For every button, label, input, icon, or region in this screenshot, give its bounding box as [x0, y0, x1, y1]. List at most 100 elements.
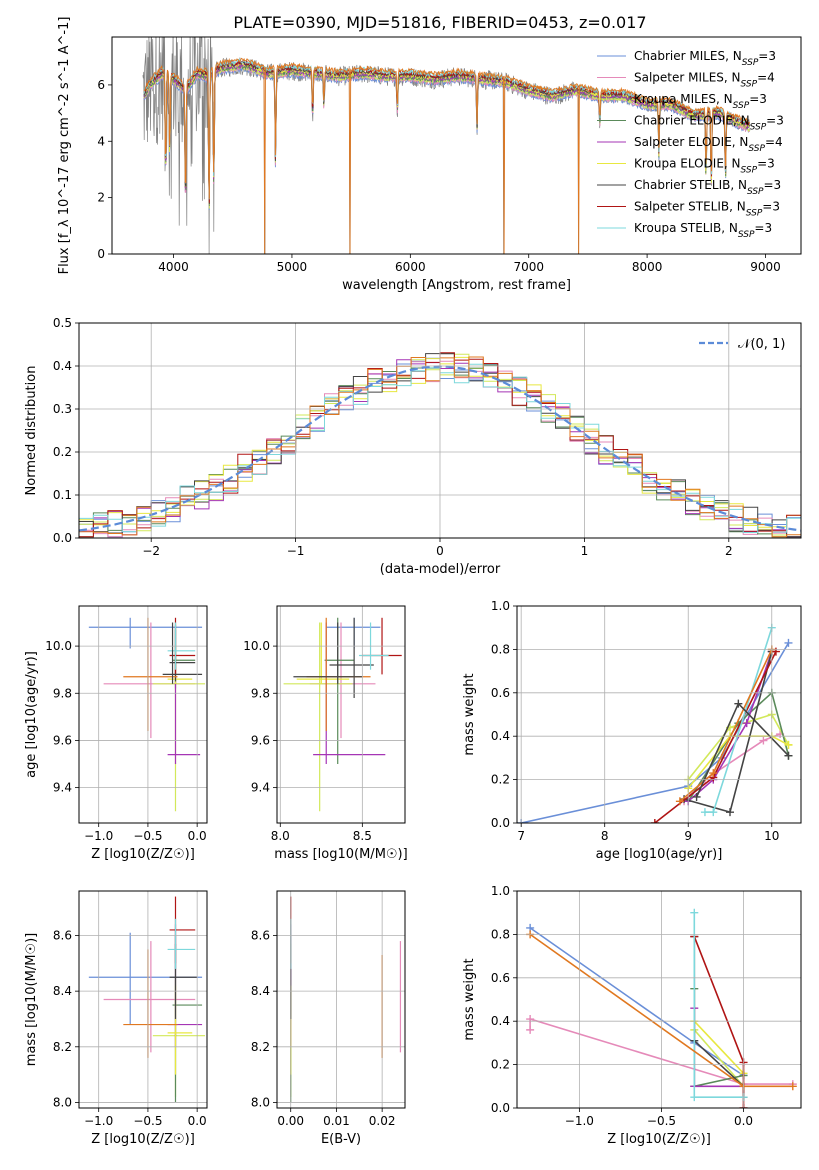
y-tick-label: 0.6: [491, 971, 510, 985]
x-axis-label: wavelength [Angstrom, rest frame]: [342, 278, 571, 293]
plot-area: [88, 617, 206, 812]
weight-marker: [700, 808, 709, 817]
weight-line: [693, 936, 745, 1098]
y-tick-label: 8.2: [251, 1040, 270, 1054]
y-tick-label: 0.2: [53, 445, 72, 459]
axes-frame: [516, 890, 802, 1109]
y-tick-label: 10.0: [243, 639, 270, 653]
y-tick-label: 0.4: [491, 1014, 510, 1028]
weight-marker: [675, 797, 684, 806]
legend-label: Chabrier STELIB, NSSP=3: [634, 178, 781, 197]
x-tick-label: 7: [517, 829, 525, 843]
axes-frame: [111, 36, 802, 255]
weight-marker: [690, 1093, 699, 1102]
legend-label: Chabrier MILES, NSSP=3: [634, 49, 776, 68]
y-tick-label: 9.4: [53, 781, 72, 795]
y-tick-label: 8.0: [251, 1095, 270, 1109]
y-tick-label: 0.5: [53, 316, 72, 330]
weight-line: [687, 713, 790, 781]
x-tick-label: 9: [684, 829, 692, 843]
panel-age-vs-mass: 8.0 8.5 9.4 9.6 9.8 10.0 mass [log10(M/M☉)]: [243, 605, 408, 862]
axes-frame: [78, 322, 802, 539]
legend-label: Salpeter ELODIE, NSSP=4: [634, 135, 783, 154]
y-tick-label: 8.4: [251, 984, 270, 998]
legend-label: Kroupa STELIB, NSSP=3: [634, 221, 772, 240]
weight-marker: [784, 751, 793, 760]
y-tick-label: 0.8: [491, 642, 510, 656]
panel-spectrum: 4000 5000 6000 7000 8000 9000 0 2 4 6 wavelength […: [57, 17, 802, 293]
panel-mass-vs-Z: −1.0 −0.5 0.0 8.0 8.2 8.4 8.6 Z [log10(Z/Z☉)] ma…: [24, 890, 208, 1147]
plot-area: [290, 896, 402, 1103]
weight-line: [529, 927, 744, 1077]
x-tick-label: 6000: [395, 260, 426, 274]
x-tick-label: 8: [601, 829, 609, 843]
x-tick-label: 10: [764, 829, 779, 843]
panel-mass-vs-EBV: 0.00 0.01 0.02 8.0 8.2 8.4 8.6 E(B-V): [251, 890, 406, 1147]
x-tick-label: 8.0: [271, 829, 290, 843]
weight-marker: [709, 769, 718, 778]
weight-marker: [526, 1015, 535, 1024]
y-tick-label: 2: [97, 191, 105, 205]
y-tick-label: 0.4: [53, 359, 72, 373]
plot-area: [142, 37, 751, 254]
x-tick-label: 0.00: [277, 1114, 304, 1128]
y-tick-label: 0.0: [491, 1101, 510, 1115]
x-tick-label: 0.0: [188, 1114, 207, 1128]
x-tick-label: 8000: [632, 260, 663, 274]
x-axis-label: (data-model)/error: [380, 562, 501, 577]
y-tick-label: 6: [97, 78, 105, 92]
axes-frame: [78, 605, 208, 824]
panel-weight-vs-Z: −1.0 −0.5 0.0 0.0 0.2 0.4 0.6 0.8 1.0 Z [log10(Z/…: [462, 884, 802, 1147]
x-tick-label: 9000: [750, 260, 781, 274]
y-tick-label: 0.1: [53, 488, 72, 502]
y-axis-label: mass weight: [462, 673, 477, 755]
y-tick-label: 0.0: [491, 816, 510, 830]
weight-marker: [771, 647, 780, 656]
x-tick-label: 0: [436, 544, 444, 558]
legend-label: 𝒩(0, 1): [738, 337, 785, 352]
legend-label: Chabrier ELODIE, NSSP=3: [634, 114, 784, 133]
y-tick-label: 8.0: [53, 1095, 72, 1109]
x-tick-label: −1: [287, 544, 305, 558]
x-tick-label: −1.0: [84, 829, 113, 843]
x-tick-label: 0.02: [369, 1114, 396, 1128]
axes-frame: [78, 890, 208, 1109]
legend-label: Salpeter MILES, NSSP=4: [634, 71, 775, 90]
weight-line: [529, 1017, 793, 1085]
y-tick-label: 9.6: [53, 733, 72, 747]
weight-line: [521, 642, 790, 823]
x-tick-label: 0.01: [323, 1114, 350, 1128]
axes-frame: [276, 605, 406, 824]
x-tick-label: 5000: [277, 260, 308, 274]
panel-residuals: −2 −1 0 1 2 0.0 0.1 0.2 0.3 0.4 0.5 (data-model)/er…: [24, 316, 802, 577]
x-tick-label: 0.0: [734, 1114, 753, 1128]
y-tick-label: 0.8: [491, 927, 510, 941]
x-tick-label: −0.5: [133, 829, 162, 843]
weight-marker: [526, 1025, 535, 1034]
spectrum-model-line: [143, 57, 751, 254]
x-tick-label: −1.0: [84, 1114, 113, 1128]
weight-marker: [650, 819, 659, 823]
x-tick-label: −0.5: [133, 1114, 162, 1128]
y-tick-label: 4: [97, 134, 105, 148]
x-tick-label: −1.0: [565, 1114, 594, 1128]
weight-marker: [784, 638, 793, 647]
weight-marker: [784, 740, 793, 749]
x-tick-label: 8.5: [353, 829, 372, 843]
weight-marker: [726, 808, 734, 817]
y-axis-label: mass [log10(M/M☉)]: [24, 933, 39, 1066]
y-tick-label: 8.6: [251, 929, 270, 943]
figure-title: PLATE=0390, MJD=51816, FIBERID=0453, z=0…: [233, 13, 646, 32]
y-tick-label: 0.6: [491, 686, 510, 700]
x-axis-label: Z [log10(Z/Z☉)]: [91, 1132, 195, 1147]
weight-marker: [759, 736, 768, 745]
y-tick-label: 9.8: [53, 686, 72, 700]
y-axis-label: age [log10(age/yr)]: [24, 651, 39, 778]
y-tick-label: 0.2: [491, 1058, 510, 1072]
y-tick-label: 1.0: [491, 884, 510, 898]
spectrum-model-line: [143, 62, 751, 205]
x-tick-label: −2: [142, 544, 160, 558]
x-tick-label: −0.5: [647, 1114, 676, 1128]
axes-frame: [516, 605, 802, 824]
weight-marker: [692, 792, 701, 801]
